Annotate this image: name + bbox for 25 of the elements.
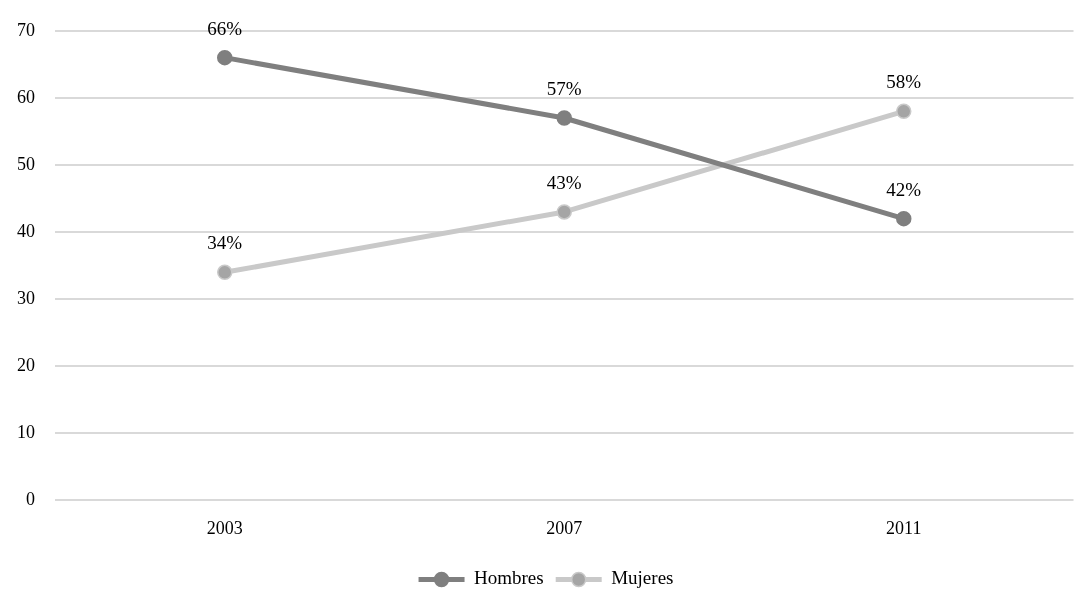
point xyxy=(556,110,572,126)
y-tick-label: 20 xyxy=(17,354,35,375)
y-tick-label: 30 xyxy=(17,287,35,308)
point xyxy=(896,210,912,227)
data-label: 34% xyxy=(207,232,243,254)
point xyxy=(217,49,233,66)
x-tick-label: 2007 xyxy=(546,517,583,538)
point xyxy=(896,103,912,120)
data-label: 57% xyxy=(546,78,582,100)
point xyxy=(217,264,233,281)
y-tick-label: 0 xyxy=(26,489,35,510)
y-tick-label: 40 xyxy=(17,220,35,241)
x-tick-label: 2011 xyxy=(886,517,922,538)
data-label: 66% xyxy=(207,17,243,39)
x-tick-label: 2003 xyxy=(206,517,243,538)
legend-label: Hombres xyxy=(474,567,544,589)
data-label: 58% xyxy=(886,71,922,93)
y-tick-label: 70 xyxy=(17,19,35,40)
y-tick-label: 60 xyxy=(17,86,35,107)
data-label: 42% xyxy=(886,178,922,200)
y-tick-label: 50 xyxy=(17,153,35,174)
legend-label: Mujeres xyxy=(611,567,674,589)
y-tick-label: 10 xyxy=(17,422,35,443)
point xyxy=(556,204,572,220)
data-label: 43% xyxy=(546,171,582,193)
